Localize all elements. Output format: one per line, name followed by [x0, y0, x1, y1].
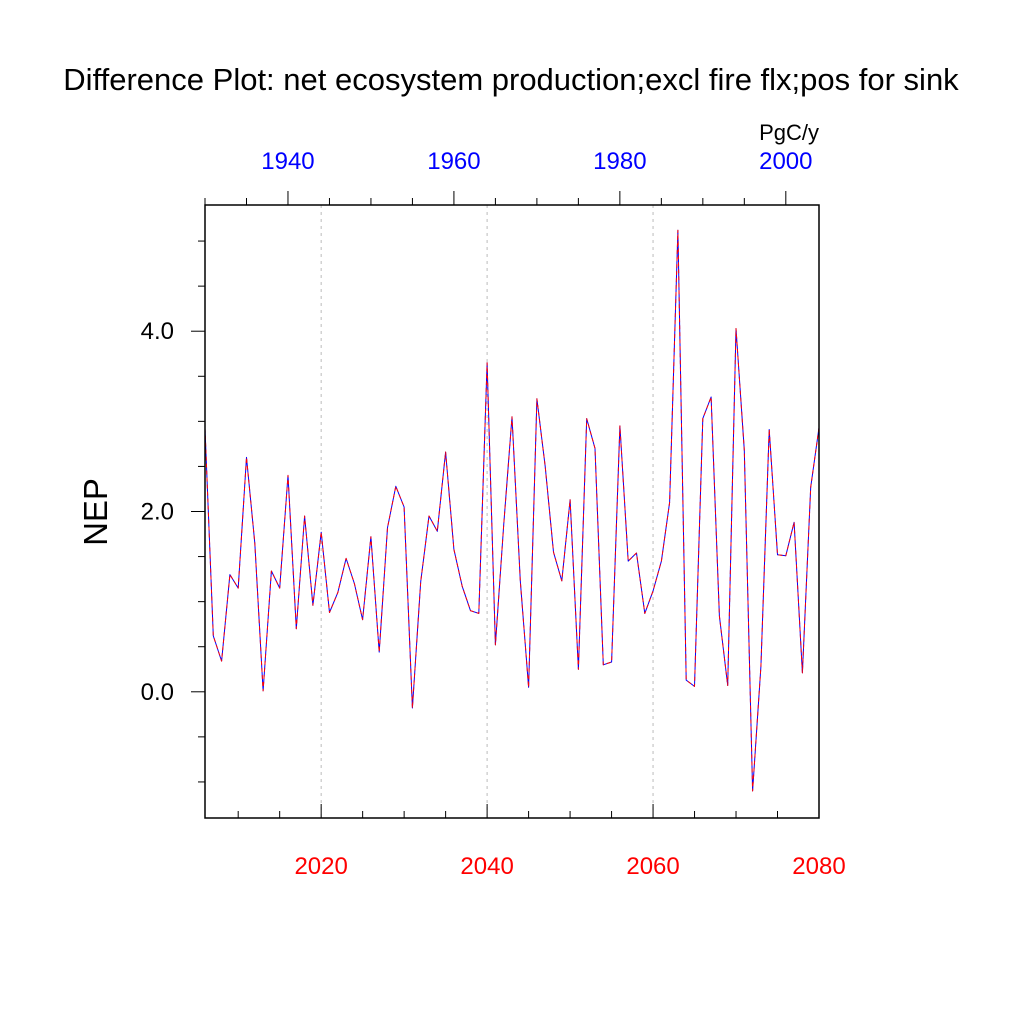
bottom-tick-label: 2060: [626, 853, 679, 880]
top-tick-label: 1940: [261, 148, 314, 175]
bottom-tick-label: 2080: [792, 853, 845, 880]
axis-ticks: [191, 191, 820, 818]
y-tick-label: 0.0: [141, 679, 174, 706]
top-tick-label: 2000: [759, 148, 812, 175]
gridlines: [320, 205, 654, 818]
series-lines: [204, 229, 820, 792]
bottom-tick-label: 2020: [294, 853, 347, 880]
units-label: PgC/y: [759, 120, 819, 145]
y-tick-label: 4.0: [141, 318, 174, 345]
series-line-2: [204, 229, 820, 792]
y-axis-label: NEP: [77, 478, 114, 546]
series-line-1: [204, 229, 820, 792]
y-tick-label: 2.0: [141, 499, 174, 526]
top-tick-label: 1980: [593, 148, 646, 175]
tick-labels: 2020 2040 2060 2080 1940 1960 1980 2000 0.0 2.0 4.…: [141, 148, 846, 880]
bottom-tick-label: 2040: [460, 853, 513, 880]
plot-frame: [204, 204, 820, 819]
top-tick-label: 1960: [427, 148, 480, 175]
chart-title: Difference Plot: net ecosystem productio…: [63, 62, 959, 97]
